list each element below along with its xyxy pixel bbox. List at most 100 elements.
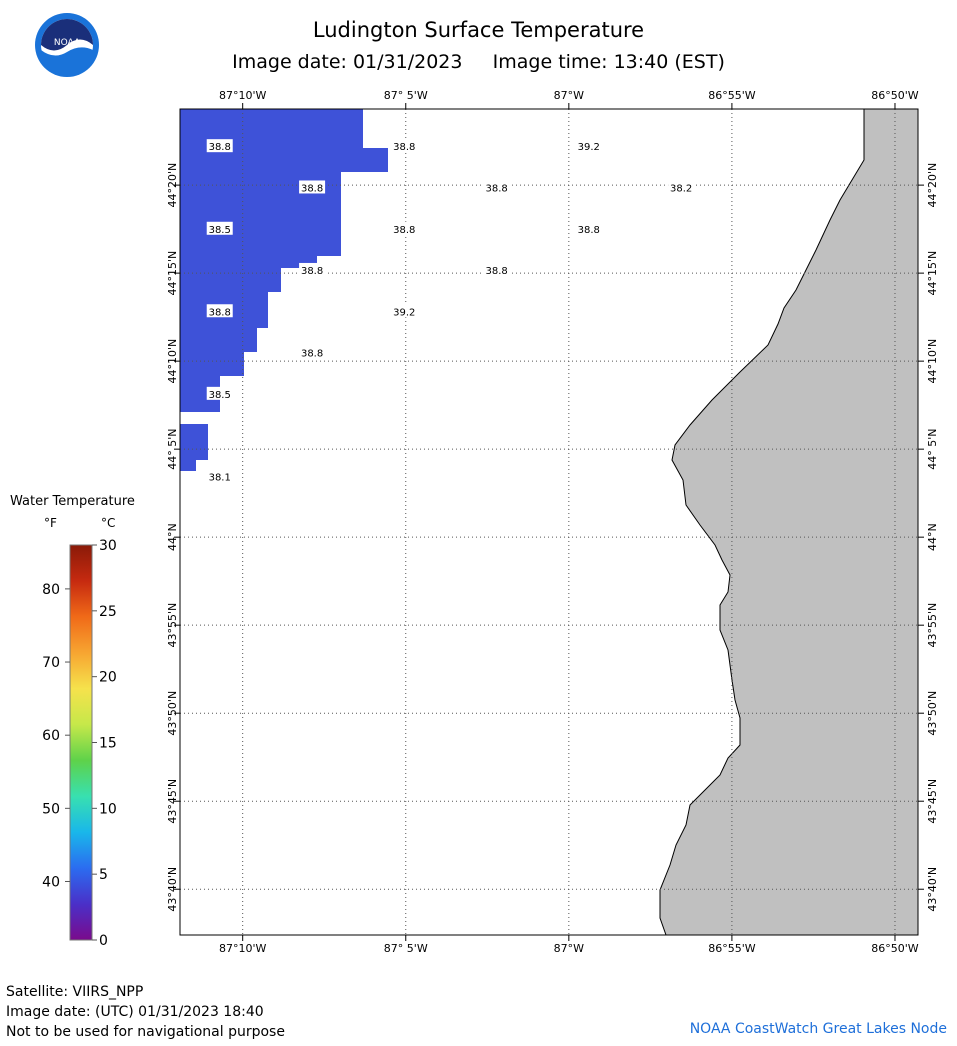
temperature-value: 38.8: [575, 221, 602, 236]
temperature-value-text: 39.2: [393, 307, 415, 318]
map-frame: [179, 108, 919, 936]
latitude-label: 44°20'N: [926, 163, 939, 208]
temperature-value-box: [206, 304, 233, 318]
temperature-value-box: [575, 221, 602, 235]
legend-title: Water Temperature: [10, 494, 135, 509]
latitude-label: 44°N: [926, 523, 939, 551]
latitude-label: 43°55'N: [926, 603, 939, 648]
latitude-label: 44° 5'N: [926, 429, 939, 470]
longitude-label: 86°50'W: [871, 89, 919, 102]
longitude-label: 87°W: [554, 89, 584, 102]
latitude-label: 43°55'N: [166, 603, 179, 648]
temperature-value-text: 38.2: [670, 183, 692, 194]
temperature-value-text: 38.8: [209, 307, 231, 318]
fahrenheit-tick-label: 70: [42, 655, 60, 671]
map-title: Ludington Surface Temperature: [312, 18, 645, 42]
latitude-label: 44°15'N: [926, 251, 939, 296]
temperature-value-box: [575, 139, 602, 153]
fahrenheit-tick-label: 50: [42, 801, 60, 817]
latitude-label: 44° 5'N: [166, 429, 179, 470]
image-datetime: Image date: 01/31/2023 Image time: 13:40…: [0, 51, 957, 73]
longitude-label: 87°10'W: [219, 89, 267, 102]
latitude-label: 44°N: [166, 523, 179, 551]
temperature-value: 38.8: [299, 345, 326, 360]
temperature-value-box: [391, 304, 418, 318]
water-temperature-area: [180, 109, 388, 471]
celsius-tick-label: 0: [99, 933, 108, 949]
celsius-tick-label: 5: [99, 867, 108, 883]
longitude-label: 87° 5'W: [384, 89, 428, 102]
temperature-value-box: [206, 221, 233, 235]
latitude-label: 43°40'N: [166, 867, 179, 912]
temperature-value-box: [668, 180, 695, 194]
fahrenheit-tick-label: 60: [42, 728, 60, 744]
temperature-value-box: [206, 139, 233, 153]
noaa-logo: NOAA: [35, 13, 99, 77]
temperature-value: 39.2: [575, 139, 602, 153]
legend-unit-c: °C: [101, 516, 116, 530]
utc-date-label: Image date: (UTC) 01/31/2023 18:40: [6, 1004, 264, 1020]
temperature-value: 38.2: [668, 180, 695, 194]
celsius-tick-label: 25: [99, 604, 117, 620]
temperature-value-text: 38.8: [485, 183, 507, 194]
temperature-value-text: 38.8: [393, 142, 415, 153]
temperature-value-text: 38.5: [209, 390, 231, 401]
temperature-value: 38.8: [299, 262, 326, 277]
temperature-value-text: 38.8: [485, 266, 507, 277]
temperature-value: 38.5: [206, 221, 233, 236]
longitude-label: 87° 5'W: [384, 942, 428, 955]
temperature-value-text: 38.5: [209, 225, 231, 236]
latitude-label: 44°20'N: [166, 163, 179, 208]
temperature-value-box: [391, 221, 418, 235]
temperature-value: 38.8: [206, 139, 233, 153]
land-area: [659, 108, 919, 936]
temperature-value-text: 38.1: [209, 472, 231, 483]
celsius-tick-label: 20: [99, 670, 117, 686]
fahrenheit-tick-label: 40: [42, 874, 60, 890]
temperature-value: 38.8: [206, 304, 233, 318]
longitude-label: 87°W: [554, 942, 584, 955]
color-bar: [69, 544, 93, 941]
temperature-value: 38.8: [483, 180, 510, 194]
fahrenheit-tick-label: 80: [42, 582, 60, 598]
footer: Satellite: VIIRS_NPP Image date: (UTC) 0…: [6, 982, 285, 1042]
celsius-tick-label: 10: [99, 801, 117, 817]
legend-unit-f: °F: [44, 516, 57, 530]
latitude-label: 43°45'N: [166, 779, 179, 824]
longitude-label: 86°50'W: [871, 942, 919, 955]
temperature-value-text: 39.2: [578, 142, 600, 153]
temperature-value-text: 38.8: [578, 225, 600, 236]
longitude-label: 86°55'W: [708, 89, 756, 102]
temperature-value: 38.1: [206, 469, 233, 483]
latitude-label: 43°50'N: [166, 691, 179, 736]
latitude-label: 44°10'N: [166, 339, 179, 384]
latitude-label: 43°50'N: [926, 691, 939, 736]
temperature-value: 39.2: [391, 304, 418, 318]
image-date: Image date: 01/31/2023: [232, 51, 463, 73]
celsius-tick-label: 15: [99, 736, 117, 752]
temperature-value-text: 38.8: [301, 266, 323, 277]
temperature-value-box: [206, 386, 233, 400]
credit-label: NOAA CoastWatch Great Lakes Node: [689, 1021, 947, 1037]
temperature-value-text: 38.8: [393, 225, 415, 236]
temperature-value: 38.8: [391, 139, 418, 153]
temperature-value-text: 38.8: [209, 142, 231, 153]
disclaimer: Not to be used for navigational purpose: [6, 1024, 285, 1040]
celsius-tick-label: 30: [99, 538, 117, 554]
image-time: Image time: 13:40 (EST): [492, 51, 725, 73]
latitude-label: 43°40'N: [926, 867, 939, 912]
latitude-label: 44°15'N: [166, 251, 179, 296]
temperature-value: 38.8: [299, 180, 326, 194]
temperature-value-text: 38.8: [301, 183, 323, 194]
temperature-value-box: [299, 262, 326, 276]
temperature-value: 38.5: [206, 386, 233, 401]
longitude-label: 86°55'W: [708, 942, 756, 955]
temperature-value-box: [391, 139, 418, 153]
temperature-value: 38.8: [391, 221, 418, 236]
logo-text: NOAA: [54, 38, 81, 48]
temperature-value-box: [483, 180, 510, 194]
temperature-value-box: [206, 469, 233, 483]
temperature-value: 38.8: [483, 262, 510, 277]
